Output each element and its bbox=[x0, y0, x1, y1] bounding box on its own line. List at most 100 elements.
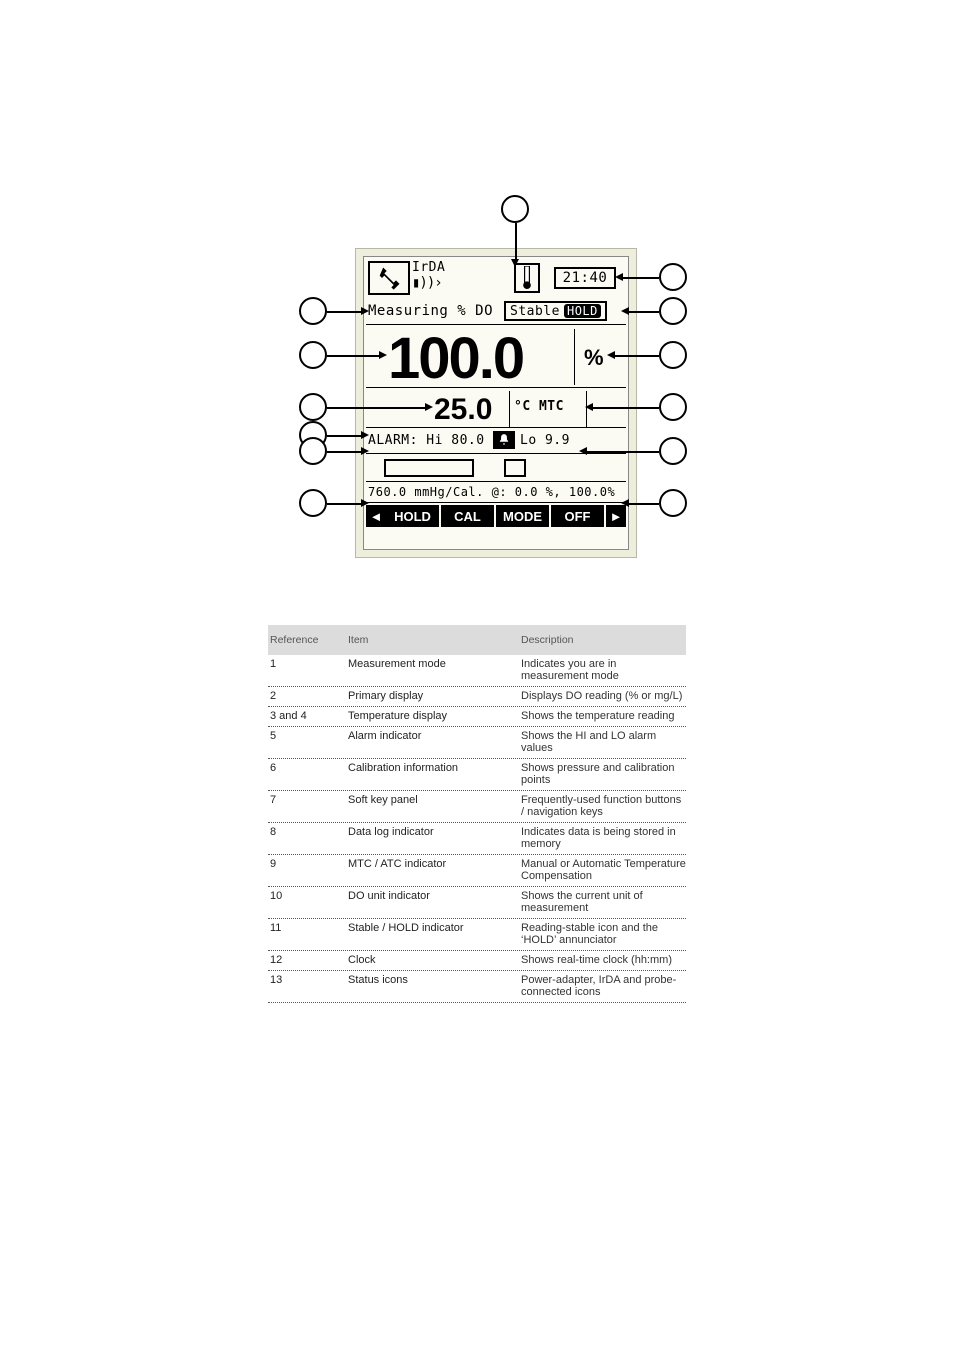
table-row: 5Alarm indicatorShows the HI and LO alar… bbox=[268, 727, 686, 759]
marker-2 bbox=[299, 341, 327, 369]
calibration-info: 760.0 mmHg/Cal. @: 0.0 %, 100.0% bbox=[368, 485, 615, 499]
alarm-label: ALARM: bbox=[368, 433, 418, 448]
alarm-bell-icon bbox=[493, 431, 515, 449]
arrowhead-icon bbox=[361, 499, 369, 507]
connector bbox=[623, 277, 659, 279]
table-row: 7Soft key panelFrequently-used function … bbox=[268, 791, 686, 823]
power-adapter-icon bbox=[368, 261, 410, 295]
arrowhead-icon bbox=[607, 351, 615, 359]
table-cell-ref: 5 bbox=[268, 730, 348, 742]
table-cell-item: Stable / HOLD indicator bbox=[348, 922, 521, 934]
device-bezel: IrDA ▮))› 21:40 Measuring % DO Stable HO… bbox=[355, 248, 637, 558]
arrowhead-icon bbox=[615, 273, 623, 281]
stable-text: Stable bbox=[510, 304, 560, 319]
separator bbox=[366, 453, 626, 454]
softkey-bar: ◄ HOLD CAL MODE OFF ► bbox=[366, 505, 626, 527]
marker-10 bbox=[659, 341, 687, 369]
primary-reading: 100.0 bbox=[388, 325, 523, 392]
table-cell-item: Calibration information bbox=[348, 762, 521, 774]
connector bbox=[327, 407, 427, 409]
table-cell-ref: 9 bbox=[268, 858, 348, 870]
softkey-left-arrow[interactable]: ◄ bbox=[366, 505, 386, 527]
alarm-hi: Hi 80.0 bbox=[426, 433, 484, 448]
table-cell-desc: Reading-stable icon and the ‘HOLD’ annun… bbox=[521, 922, 686, 946]
table-header-desc: Description bbox=[521, 634, 686, 646]
mode-text: Measuring % DO bbox=[368, 303, 493, 319]
table-row: 6Calibration informationShows pressure a… bbox=[268, 759, 686, 791]
separator bbox=[366, 427, 626, 428]
irda-label: IrDA bbox=[412, 260, 460, 275]
separator bbox=[366, 481, 626, 482]
table-row: 11Stable / HOLD indicatorReading-stable … bbox=[268, 919, 686, 951]
table-cell-desc: Power-adapter, IrDA and probe-connected … bbox=[521, 974, 686, 998]
connector bbox=[327, 355, 381, 357]
arrowhead-icon bbox=[425, 403, 433, 411]
marker-7 bbox=[659, 489, 687, 517]
marker-5 bbox=[299, 437, 327, 465]
connector bbox=[327, 435, 363, 437]
connector bbox=[615, 355, 659, 357]
separator bbox=[366, 387, 626, 388]
connector bbox=[587, 451, 659, 453]
table-cell-item: Data log indicator bbox=[348, 826, 521, 838]
table-cell-item: MTC / ATC indicator bbox=[348, 858, 521, 870]
arrowhead-icon bbox=[361, 431, 369, 439]
table-cell-desc: Frequently-used function buttons / navig… bbox=[521, 794, 686, 818]
table-row: 8Data log indicatorIndicates data is bei… bbox=[268, 823, 686, 855]
arrowhead-icon bbox=[621, 307, 629, 315]
marker-8 bbox=[659, 437, 687, 465]
table-cell-desc: Shows the HI and LO alarm values bbox=[521, 730, 686, 754]
temperature-unit: °C MTC bbox=[514, 399, 564, 414]
marker-1 bbox=[299, 297, 327, 325]
separator bbox=[366, 502, 626, 503]
table-header-row: Reference Item Description bbox=[268, 625, 686, 655]
table-cell-ref: 3 and 4 bbox=[268, 710, 348, 722]
clock-display: 21:40 bbox=[554, 267, 616, 289]
marker-6 bbox=[299, 489, 327, 517]
table-body: 1Measurement modeIndicates you are in me… bbox=[268, 655, 686, 1003]
separator bbox=[509, 391, 510, 427]
table-cell-item: Clock bbox=[348, 954, 521, 966]
table-cell-ref: 2 bbox=[268, 690, 348, 702]
table-cell-desc: Displays DO reading (% or mg/L) bbox=[521, 690, 686, 702]
softkey-hold[interactable]: HOLD bbox=[386, 505, 441, 527]
table-row: 3 and 4Temperature displayShows the temp… bbox=[268, 707, 686, 727]
table-cell-item: Alarm indicator bbox=[348, 730, 521, 742]
table-cell-item: Measurement mode bbox=[348, 658, 521, 670]
clock-value: 21:40 bbox=[563, 270, 608, 286]
table-row: 2Primary displayDisplays DO reading (% o… bbox=[268, 687, 686, 707]
probe-icon bbox=[514, 263, 540, 293]
table-cell-ref: 13 bbox=[268, 974, 348, 986]
separator bbox=[574, 329, 575, 385]
connector bbox=[515, 223, 517, 261]
table-cell-ref: 6 bbox=[268, 762, 348, 774]
table-cell-desc: Shows the current unit of measurement bbox=[521, 890, 686, 914]
softkey-off[interactable]: OFF bbox=[551, 505, 606, 527]
table-cell-desc: Indicates data is being stored in memory bbox=[521, 826, 686, 850]
arrowhead-icon bbox=[579, 447, 587, 455]
table-cell-desc: Shows pressure and calibration points bbox=[521, 762, 686, 786]
marker-3 bbox=[299, 393, 327, 421]
softkey-cal[interactable]: CAL bbox=[441, 505, 496, 527]
table-row: 12ClockShows real-time clock (hh:mm) bbox=[268, 951, 686, 971]
table-cell-ref: 1 bbox=[268, 658, 348, 670]
marker-11 bbox=[659, 297, 687, 325]
softkey-right-arrow[interactable]: ► bbox=[606, 505, 626, 527]
table-cell-item: Status icons bbox=[348, 974, 521, 986]
softkey-mode[interactable]: MODE bbox=[496, 505, 551, 527]
table-cell-ref: 8 bbox=[268, 826, 348, 838]
figure-do-display: IrDA ▮))› 21:40 Measuring % DO Stable HO… bbox=[287, 193, 697, 563]
connector bbox=[629, 311, 659, 313]
arrowhead-icon bbox=[621, 499, 629, 507]
stable-hold-box: Stable HOLD bbox=[504, 301, 607, 321]
table-cell-desc: Indicates you are in measurement mode bbox=[521, 658, 686, 682]
marker-12 bbox=[659, 263, 687, 291]
connector bbox=[327, 451, 363, 453]
marker-9 bbox=[659, 393, 687, 421]
table-row: 10DO unit indicatorShows the current uni… bbox=[268, 887, 686, 919]
table-header-item: Item bbox=[348, 634, 521, 646]
table-row: 1Measurement modeIndicates you are in me… bbox=[268, 655, 686, 687]
table-cell-item: Soft key panel bbox=[348, 794, 521, 806]
reference-table: Reference Item Description 1Measurement … bbox=[268, 625, 686, 1003]
temperature-reading: 25.0 bbox=[434, 393, 492, 427]
